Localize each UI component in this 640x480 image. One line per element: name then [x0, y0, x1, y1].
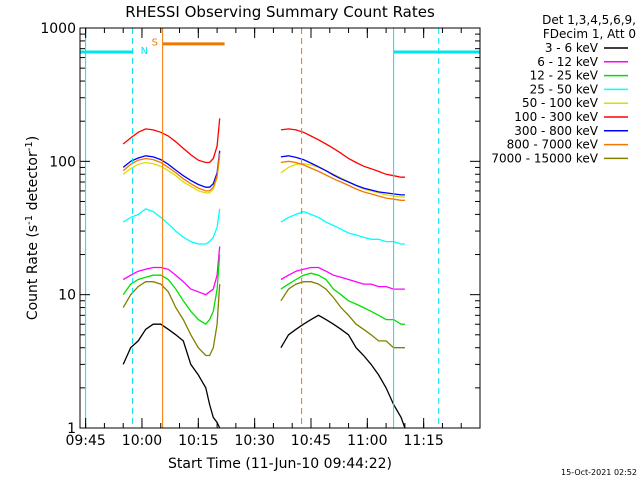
legend-label: 800 - 7000 keV: [507, 138, 599, 152]
x-axis-label: Start Time (11-Jun-10 09:44:22): [168, 456, 392, 472]
chart-title: RHESSI Observing Summary Count Rates: [125, 3, 435, 21]
timestamp: 15-Oct-2021 02:52: [561, 468, 637, 477]
night-flag-label: N: [141, 46, 148, 57]
x-tick-label: 10:45: [291, 433, 331, 449]
legend-label: 7000 - 15000 keV: [491, 151, 598, 165]
series-line: [122, 150, 221, 188]
series-line: [122, 155, 221, 194]
series-line: [280, 314, 406, 429]
x-tick-label: 10:15: [178, 433, 218, 449]
legend-label: 25 - 50 keV: [530, 82, 599, 96]
y-tick-label: 100: [49, 154, 76, 170]
saa-flag-label: S: [152, 37, 158, 48]
series-line: [280, 281, 405, 349]
series-line: [122, 254, 221, 326]
y-tick-label: 1000: [40, 21, 76, 37]
series-line: [122, 246, 221, 296]
y-tick-label: 10: [58, 288, 76, 304]
series-line: [280, 272, 405, 325]
plot-frame: [79, 27, 481, 429]
legend-label: 3 - 6 keV: [545, 41, 599, 55]
x-tick-label: 10:00: [122, 433, 162, 449]
x-tick-label: 11:15: [403, 433, 443, 449]
legend-label: 6 - 12 keV: [537, 55, 599, 69]
series-line: [122, 118, 221, 164]
legend-header-line1: Det 1,3,4,5,6,9,: [542, 13, 636, 27]
y-axis-label-part3: ): [25, 136, 41, 141]
axes-layer: 09:45 10:00 10:15 10:30 10:45 11:00 11:15 1 10 10…: [40, 21, 481, 449]
series-line: [280, 155, 405, 196]
y-axis-label: Count Rate (s-1 detector-1): [24, 136, 41, 320]
series-line: [280, 266, 405, 290]
legend-label: 12 - 25 keV: [530, 69, 599, 83]
y-axis-label-sup2: -1: [24, 141, 35, 151]
series-line: [122, 153, 221, 192]
x-tick-label: 09:45: [65, 433, 105, 449]
series-line: [280, 160, 405, 201]
y-axis-label-sup1: -1: [24, 215, 35, 225]
flag-layer: NS: [80, 37, 480, 57]
legend-label: 300 - 800 keV: [514, 124, 598, 138]
x-tick-label: 11:00: [347, 433, 387, 449]
series-line: [122, 208, 221, 245]
series-line: [122, 281, 221, 357]
legend-label: 100 - 300 keV: [514, 110, 598, 124]
y-axis-label-part2: detector: [25, 151, 41, 215]
series-line: [280, 128, 405, 178]
y-axis-label-part1: Count Rate (s: [25, 225, 41, 320]
vline-layer: [85, 28, 440, 428]
series-layer: [122, 118, 406, 429]
series-line: [280, 210, 405, 245]
y-tick-label: 1: [67, 421, 76, 437]
x-tick-label: 10:30: [234, 433, 274, 449]
legend-header-line2: FDecim 1, Att 0: [543, 27, 636, 41]
legend-label: 50 - 100 keV: [522, 96, 599, 110]
series-line: [122, 323, 221, 429]
